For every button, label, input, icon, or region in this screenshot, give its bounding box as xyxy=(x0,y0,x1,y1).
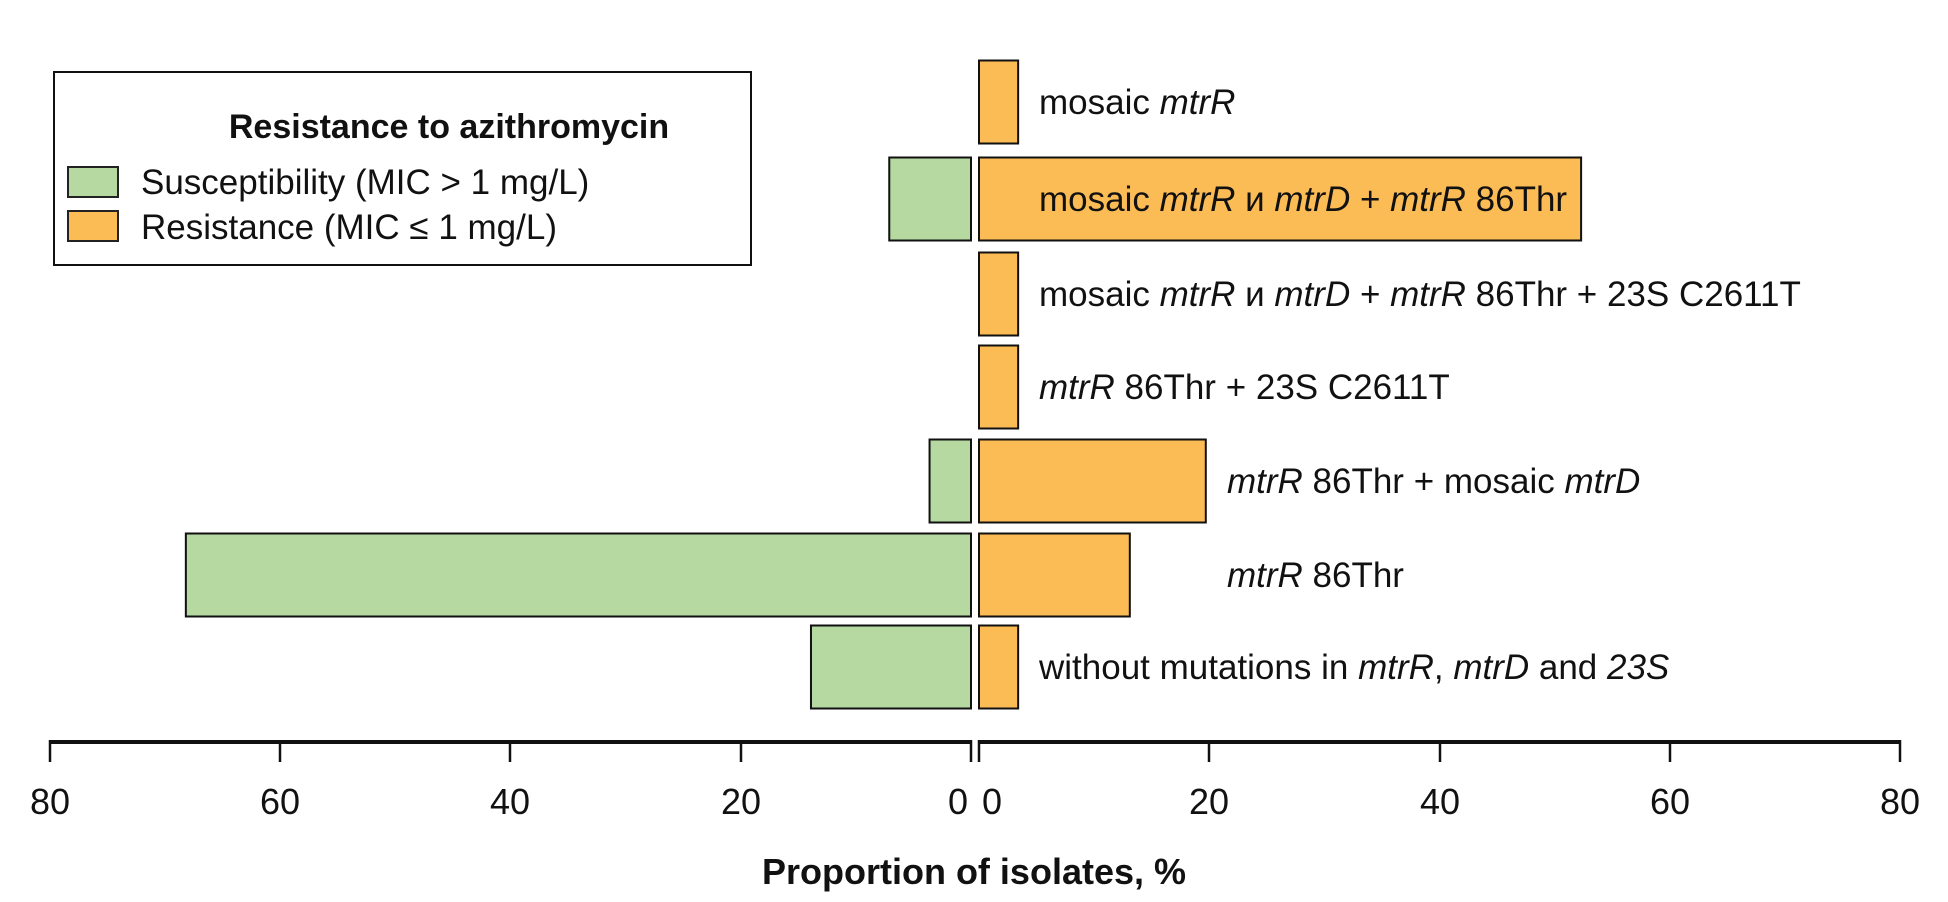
bar-resistance xyxy=(978,624,1020,710)
x-tick-label: 20 xyxy=(1189,781,1229,822)
category-label: mtrR 86Thr + 23S C2611T xyxy=(1039,368,1450,407)
category-label-segment: mtrR xyxy=(1227,462,1303,501)
category-label-segment: mtrD xyxy=(1274,275,1350,314)
category-label-segment: 86Thr + 23S C2611T xyxy=(1466,275,1801,314)
category-label-segment: 86Thr + mosaic xyxy=(1303,462,1565,501)
x-tick-label: 0 xyxy=(948,781,968,822)
category-label-segment: mtrD xyxy=(1564,462,1640,501)
category-label-segment: 86Thr xyxy=(1466,180,1567,219)
category-label-segment: 86Thr + 23S C2611T xyxy=(1115,368,1450,407)
bar-resistance xyxy=(978,532,1131,618)
category-label-segment: 23S xyxy=(1606,648,1669,687)
category-label-segment: mtrR xyxy=(1227,556,1303,595)
category-label: mosaic mtrR и mtrD + mtrR 86Thr xyxy=(1039,180,1567,219)
category-label: mosaic mtrR xyxy=(1039,83,1235,122)
category-label-segment: mtrR xyxy=(1358,648,1434,687)
x-tick-label: 80 xyxy=(1880,781,1920,822)
legend-title: Resistance to azithromycin xyxy=(229,108,669,146)
category-label: mosaic mtrR и mtrD + mtrR 86Thr + 23S C2… xyxy=(1039,275,1801,314)
bars xyxy=(184,59,1583,710)
legend: Resistance to azithromycin Susceptibilit… xyxy=(53,71,752,266)
category-label-segment: , xyxy=(1434,648,1453,687)
x-tick-label: 40 xyxy=(490,781,530,822)
bar-susceptibility xyxy=(888,156,972,242)
category-label-segment: и xyxy=(1235,275,1274,314)
category-label-segment: + xyxy=(1350,275,1390,314)
category-label: mtrR 86Thr + mosaic mtrD xyxy=(1227,462,1640,501)
category-label-segment: and xyxy=(1529,648,1607,687)
category-label-segment: mosaic xyxy=(1039,83,1160,122)
category-label-segment: without mutations in xyxy=(1038,648,1358,687)
category-label-segment: mtrR xyxy=(1390,180,1466,219)
category-label-segment: mosaic xyxy=(1039,180,1160,219)
bar-resistance xyxy=(978,59,1020,145)
x-tick-label: 60 xyxy=(260,781,300,822)
x-tick-label: 40 xyxy=(1420,781,1460,822)
legend-swatch-susceptibility xyxy=(67,166,119,198)
category-label-segment: + xyxy=(1350,180,1390,219)
x-tick-label: 0 xyxy=(982,781,1002,822)
category-label-segment: mtrR xyxy=(1160,83,1236,122)
category-label: without mutations in mtrR, mtrD and 23S xyxy=(1038,648,1669,687)
bar-susceptibility xyxy=(928,438,972,524)
bar-resistance xyxy=(978,438,1207,524)
category-label-segment: mtrR xyxy=(1160,275,1236,314)
category-label-segment: 86Thr xyxy=(1303,556,1404,595)
bar-susceptibility xyxy=(809,624,972,710)
category-label-segment: mtrD xyxy=(1274,180,1350,219)
bar-resistance xyxy=(978,251,1020,337)
bar-susceptibility xyxy=(184,532,973,618)
bar-resistance xyxy=(978,344,1020,430)
category-label: mtrR 86Thr xyxy=(1227,556,1404,595)
category-label-segment: и xyxy=(1235,180,1274,219)
category-label-segment: mtrR xyxy=(1390,275,1466,314)
category-label-segment: mtrD xyxy=(1453,648,1529,687)
category-label-segment: mtrR xyxy=(1160,180,1236,219)
x-tick-label: 60 xyxy=(1650,781,1690,822)
legend-label-resistance: Resistance (MIC ≤ 1 mg/L) xyxy=(141,208,557,247)
x-axis: 80 60 40 20 0 0 20 40 60 80 xyxy=(30,740,1920,822)
x-tick-label: 20 xyxy=(721,781,761,822)
x-tick-label: 80 xyxy=(30,781,70,822)
legend-swatch-resistance xyxy=(67,210,119,242)
category-label-segment: mosaic xyxy=(1039,275,1160,314)
x-axis-label: Proportion of isolates, % xyxy=(762,851,1186,892)
bar-resistance xyxy=(978,156,1583,242)
legend-label-susceptibility: Susceptibility (MIC > 1 mg/L) xyxy=(141,163,589,202)
category-label-segment: mtrR xyxy=(1039,368,1115,407)
legend-box xyxy=(53,71,752,266)
